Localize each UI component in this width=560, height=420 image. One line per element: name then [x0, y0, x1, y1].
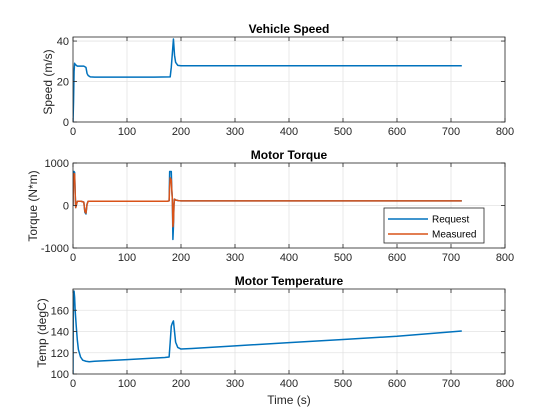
series-line [73, 38, 462, 122]
time-x-axis-label: Time (s) [267, 393, 311, 407]
x-tick-label: 700 [442, 252, 460, 264]
x-tick-label: 400 [280, 378, 298, 390]
y-tick-label: -1000 [41, 243, 69, 255]
vehicle-speed-axes: 0 100 200 300 400 500 600 700 800 0 20 40 Vehicle S… [41, 22, 514, 138]
x-tick-label: 0 [70, 252, 76, 264]
x-tick-label: 600 [388, 252, 406, 264]
legend-box [383, 207, 485, 244]
vehicle-speed-title: Vehicle Speed [249, 22, 330, 36]
x-tick-label: 200 [172, 378, 190, 390]
x-tick-label: 500 [334, 252, 352, 264]
x-tick-label: 100 [118, 126, 136, 138]
legend-request-label: Request [432, 215, 469, 226]
torque-legend: Request Measured [383, 207, 485, 244]
x-tick-label: 0 [70, 126, 76, 138]
y-tick-label: 100 [51, 369, 69, 381]
x-tick-label: 200 [172, 252, 190, 264]
measured-series-line [73, 172, 462, 228]
legend-measured-label: Measured [432, 230, 476, 241]
x-tick-label: 800 [496, 252, 514, 264]
x-tick-label: 100 [118, 378, 136, 390]
torque-y-axis-label: Torque (N*m) [26, 170, 40, 241]
x-tick-label: 700 [442, 378, 460, 390]
x-tick-label: 400 [280, 126, 298, 138]
plot-area-0: 0 100 200 300 400 500 600 700 800 0 20 40 [57, 36, 514, 138]
y-tick-label: 20 [57, 77, 69, 89]
motor-torque-title: Motor Torque [251, 148, 328, 162]
y-tick-label: 1000 [45, 158, 69, 170]
temp-y-axis-label: Temp (degC) [35, 298, 49, 367]
y-tick-label: 0 [63, 117, 69, 129]
y-tick-label: 160 [51, 305, 69, 317]
x-tick-label: 500 [334, 126, 352, 138]
x-tick-label: 500 [334, 378, 352, 390]
x-tick-label: 200 [172, 126, 190, 138]
y-tick-label: 0 [63, 201, 69, 213]
x-tick-label: 300 [226, 252, 244, 264]
x-tick-label: 600 [388, 378, 406, 390]
x-tick-label: 700 [442, 126, 460, 138]
motor-temperature-title: Motor Temperature [235, 274, 344, 288]
y-tick-label: 140 [51, 327, 69, 339]
x-tick-label: 800 [496, 126, 514, 138]
y-tick-label: 40 [57, 36, 69, 48]
x-tick-label: 400 [280, 252, 298, 264]
y-tick-label: 120 [51, 348, 69, 360]
x-tick-label: 300 [226, 378, 244, 390]
x-tick-label: 600 [388, 126, 406, 138]
x-tick-label: 0 [70, 378, 76, 390]
x-tick-label: 100 [118, 252, 136, 264]
x-tick-label: 800 [496, 378, 514, 390]
speed-y-axis-label: Speed (m/s) [41, 49, 55, 114]
x-tick-label: 300 [226, 126, 244, 138]
